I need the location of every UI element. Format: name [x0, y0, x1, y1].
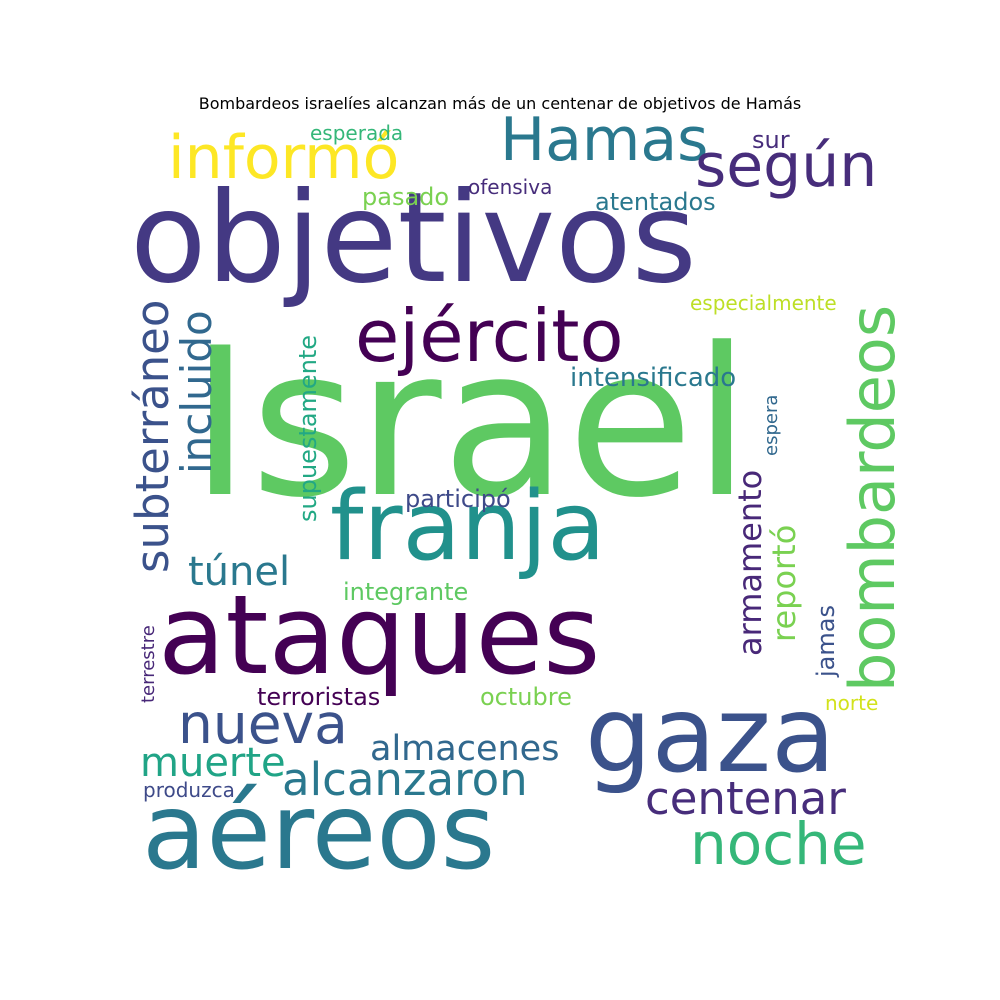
- word-informo: informó: [168, 123, 400, 193]
- word-israel: Israel: [190, 305, 751, 543]
- word-segun: según: [695, 131, 878, 201]
- word-pasado: pasado: [362, 183, 450, 211]
- word-bombardeos: bombardeos: [836, 304, 909, 692]
- word-centenar: centenar: [645, 772, 846, 825]
- word-franja: franja: [330, 472, 606, 582]
- word-subterraneo: subterráneo: [126, 299, 179, 573]
- word-terrestre: terrestre: [138, 625, 159, 703]
- word-ataques: ataques: [158, 571, 601, 699]
- word-especialmente: especialmente: [690, 291, 837, 315]
- word-jamas: jamas: [812, 605, 840, 677]
- word-noche: noche: [690, 810, 867, 878]
- word-participo: participó: [405, 485, 511, 513]
- page-title: Bombardeos israelíes alcanzan más de un …: [198, 94, 802, 113]
- word-incluido: incluido: [172, 310, 221, 474]
- word-muerte: muerte: [140, 740, 286, 786]
- word-produzca: produzca: [143, 778, 235, 802]
- word-norte: norte: [825, 691, 879, 715]
- word-intensificado: intensificado: [570, 363, 737, 393]
- word-objetivos: objetivos: [130, 166, 697, 311]
- word-aereos: aéreos: [142, 771, 496, 893]
- word-reporto: reportó: [765, 524, 803, 642]
- word-hamas: Hamas: [500, 105, 709, 175]
- word-ofensiva: ofensiva: [468, 175, 553, 199]
- word-nueva: nueva: [178, 692, 348, 756]
- word-armamento: armamento: [731, 469, 769, 656]
- word-terroristas: terroristas: [257, 683, 381, 711]
- word-alcanzaron: alcanzaron: [282, 753, 528, 806]
- word-tunel: túnel: [188, 549, 291, 595]
- word-atentados: atentados: [595, 188, 716, 216]
- word-esperada: esperada: [310, 121, 404, 145]
- word-gaza: gaza: [585, 674, 836, 796]
- word-almacenes: almacenes: [370, 729, 560, 769]
- word-integrante: integrante: [343, 578, 469, 606]
- word-ejercito: ejército: [355, 294, 624, 378]
- word-espera: espera: [761, 394, 782, 456]
- word-supuestamente: supuestamente: [294, 334, 322, 522]
- word-octubre: octubre: [480, 683, 572, 711]
- word-sur: sur: [752, 126, 790, 154]
